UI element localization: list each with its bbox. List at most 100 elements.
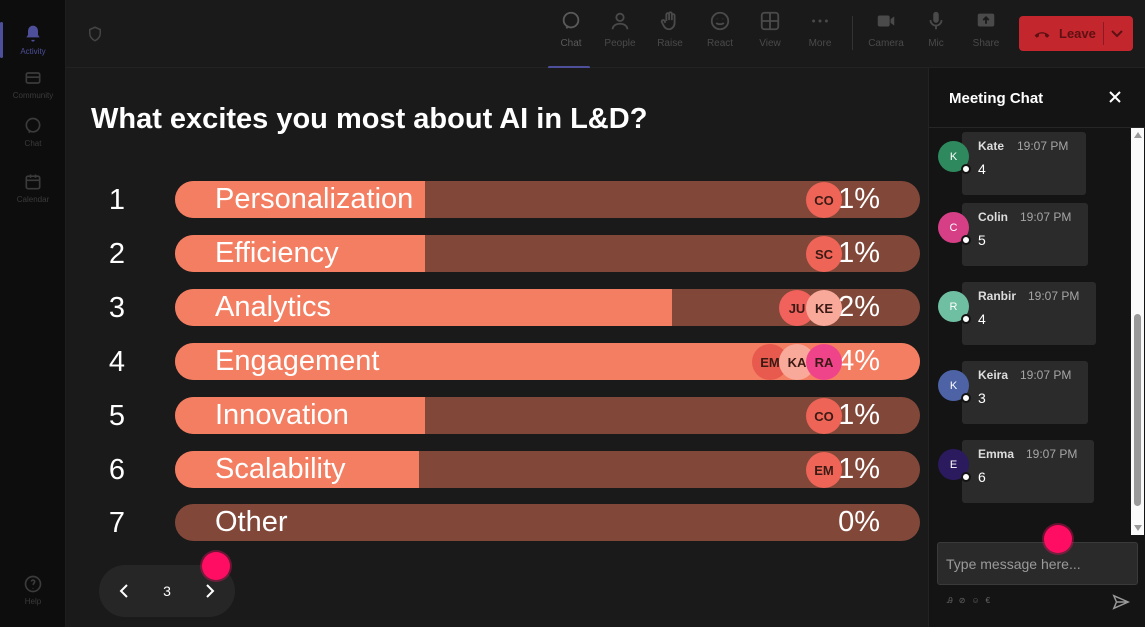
toolbar-view-button[interactable]: View [747, 10, 793, 60]
rail-chat[interactable]: Chat [0, 106, 66, 158]
gif-icon[interactable]: € [985, 596, 991, 605]
result-bar-fill [175, 397, 425, 434]
format-toolbar: Ꭿ ⊘ ☺ € [947, 596, 990, 606]
option-label: Analytics [215, 291, 332, 323]
poll-option-row: 4 Engagement EM KA RA 34% [66, 343, 928, 381]
option-number: 6 [108, 454, 126, 486]
chat-icon [562, 11, 580, 29]
option-label: Innovation [215, 399, 349, 431]
message-input[interactable] [946, 543, 1131, 584]
voter-avatar: CO [806, 398, 842, 434]
message-bubble: Ranbir 19:07 PM 4 [962, 282, 1096, 345]
toolbar-share-label: Share [972, 38, 1000, 49]
app-rail: Activity Community Chat Calendar Help [0, 0, 66, 627]
scroll-down-arrow[interactable] [1134, 525, 1142, 531]
send-icon[interactable] [1112, 593, 1130, 611]
sender-name: Emma [978, 447, 1015, 461]
close-icon[interactable] [1107, 89, 1123, 105]
chat-message: Colin 19:07 PM 5 C [937, 203, 1127, 273]
toolbar-people-button[interactable]: People [597, 10, 643, 60]
poll-option-row: 1 Personalization CO 11% [66, 181, 928, 219]
rail-community-label: Community [12, 91, 54, 100]
text-format-icon[interactable]: Ꭿ [947, 596, 953, 605]
toolbar-raise-button[interactable]: Raise [647, 10, 693, 60]
message-text: 5 [978, 232, 986, 248]
toolbar-chat-button[interactable]: Chat [548, 10, 594, 69]
chat-message: Kate 19:07 PM 4 K [937, 132, 1127, 202]
rail-activity[interactable]: Activity [0, 14, 66, 66]
message-time: 19:07 PM [1028, 289, 1080, 303]
toolbar-divider [852, 16, 853, 50]
option-number: 2 [108, 238, 126, 270]
presence-status-icon [961, 314, 971, 324]
presence-status-icon [961, 472, 971, 482]
presence-status-icon [961, 164, 971, 174]
option-number: 7 [108, 507, 126, 539]
emoji-icon[interactable]: ☺ [971, 596, 980, 605]
chevron-down-icon[interactable] [1110, 28, 1124, 38]
hang-up-icon [1034, 31, 1050, 38]
scroll-up-arrow[interactable] [1134, 132, 1142, 138]
meeting-toolbar: Chat People Raise React View More Camera… [66, 0, 1145, 69]
voter-avatar: RA [806, 344, 842, 380]
rail-activity-label: Activity [20, 47, 46, 56]
message-text: 6 [978, 469, 986, 485]
poll-question: What excites you most about AI in L&D? [91, 103, 648, 135]
poll-option-row: 7 Other 0% [66, 504, 928, 542]
scroll-thumb[interactable] [1134, 314, 1141, 506]
message-text: 3 [978, 390, 986, 406]
result-bar-fill [175, 289, 672, 326]
sender-name: Ranbir [978, 289, 1017, 303]
option-number: 1 [108, 184, 126, 216]
rail-calendar[interactable]: Calendar [0, 162, 66, 214]
option-label: Other [215, 506, 288, 538]
message-bubble: Keira 19:07 PM 3 [962, 361, 1088, 424]
result-bar [175, 504, 920, 541]
voter-avatar: CO [806, 182, 842, 218]
presence-status-icon [961, 235, 971, 245]
community-icon [25, 72, 41, 84]
toolbar-more-label: More [808, 38, 832, 49]
result-bar-fill [175, 451, 419, 488]
toolbar-share-button[interactable]: Share [963, 10, 1009, 60]
toolbar-react-label: React [706, 38, 734, 49]
voter-avatar: EM [806, 452, 842, 488]
toolbar-people-label: People [604, 38, 636, 49]
calendar-icon [25, 174, 41, 190]
rail-help-label: Help [24, 597, 42, 606]
bell-icon [26, 25, 40, 42]
sender-name: Kate [978, 139, 1005, 153]
option-label: Engagement [215, 345, 380, 377]
leave-button[interactable]: Leave [1019, 16, 1133, 51]
sender-name: Colin [978, 210, 1008, 224]
share-icon [977, 13, 995, 27]
message-time: 19:07 PM [1020, 210, 1072, 224]
mic-icon [929, 11, 943, 30]
chevron-left-icon[interactable] [115, 581, 135, 601]
toolbar-mic-button[interactable]: Mic [913, 10, 959, 60]
compose-box[interactable] [937, 542, 1138, 585]
chat-scrollbar[interactable] [1131, 128, 1144, 535]
avatar[interactable]: K [938, 370, 969, 401]
toolbar-more-button[interactable]: More [797, 10, 843, 60]
chat-message: Keira 19:07 PM 3 K [937, 361, 1127, 431]
pointer-indicator [1044, 525, 1072, 553]
option-label: Efficiency [215, 237, 339, 269]
toolbar-camera-button[interactable]: Camera [863, 10, 909, 60]
leave-divider [1103, 22, 1104, 45]
meeting-chat-panel: Meeting Chat Kate 19:07 PM 4 K Colin 19:07 PM… [928, 68, 1145, 627]
chat-message: Ranbir 19:07 PM 4 R [937, 282, 1127, 352]
chevron-right-icon[interactable] [199, 581, 219, 601]
rail-help[interactable]: Help [0, 564, 66, 616]
chat-title: Meeting Chat [949, 90, 1044, 107]
chat-icon [25, 117, 41, 134]
rail-calendar-label: Calendar [16, 195, 50, 204]
leave-label: Leave [1059, 26, 1096, 41]
option-number: 3 [108, 292, 126, 324]
toolbar-react-button[interactable]: React [697, 10, 743, 60]
attach-icon[interactable]: ⊘ [958, 596, 966, 605]
poll-option-row: 6 Scalability EM 11% [66, 451, 928, 489]
rail-community[interactable]: Community [0, 58, 66, 110]
chat-divider [929, 127, 1145, 128]
sender-name: Keira [978, 368, 1009, 382]
